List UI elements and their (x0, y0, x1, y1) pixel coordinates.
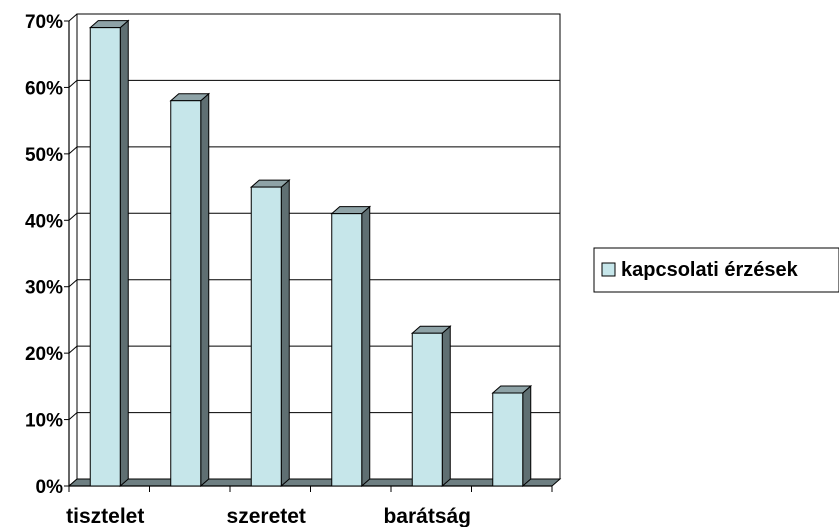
y-tick-label: 60% (25, 78, 63, 99)
gridline-side (68, 146, 78, 155)
y-tick-label: 0% (36, 477, 64, 498)
y-tick-label: 40% (25, 211, 63, 232)
legend-swatch (601, 262, 616, 277)
gridline-side (68, 279, 78, 288)
bar (169, 92, 211, 488)
bar-front (492, 392, 524, 487)
gridline-side (68, 13, 78, 22)
bar-front (411, 332, 443, 487)
bar-side (522, 384, 532, 488)
bar-front (89, 27, 121, 487)
bar-side (119, 19, 129, 488)
gridline-side (68, 80, 78, 88)
legend-label: kapcsolati érzések (621, 259, 799, 281)
bar (410, 325, 452, 488)
gridline-side (68, 412, 78, 420)
bar-front (170, 100, 202, 487)
x-tick-label: barátság (383, 505, 471, 527)
bar-front (250, 186, 282, 487)
gridline-side (68, 212, 78, 221)
bar (330, 205, 372, 488)
y-tick-label: 50% (25, 145, 63, 166)
y-tick-label: 20% (25, 344, 63, 365)
bar (249, 178, 291, 488)
y-tick-label: 10% (25, 411, 63, 432)
legend-box (593, 247, 839, 293)
bar-side (200, 92, 210, 488)
plot-back-wall (76, 13, 561, 480)
chart-floor (67, 478, 562, 487)
x-tick-label: szeretet (227, 505, 306, 527)
bar-front (331, 213, 363, 487)
y-tick-label: 70% (25, 12, 63, 33)
bar (88, 19, 130, 488)
bar-side (361, 205, 371, 488)
gridline-side (68, 345, 78, 354)
legend: kapcsolati érzések (593, 247, 839, 293)
x-tick-label: tisztelet (66, 505, 144, 527)
y-tick-label: 30% (25, 278, 63, 299)
bar-side (280, 178, 290, 488)
bar-side (441, 325, 451, 488)
bar (491, 384, 533, 488)
